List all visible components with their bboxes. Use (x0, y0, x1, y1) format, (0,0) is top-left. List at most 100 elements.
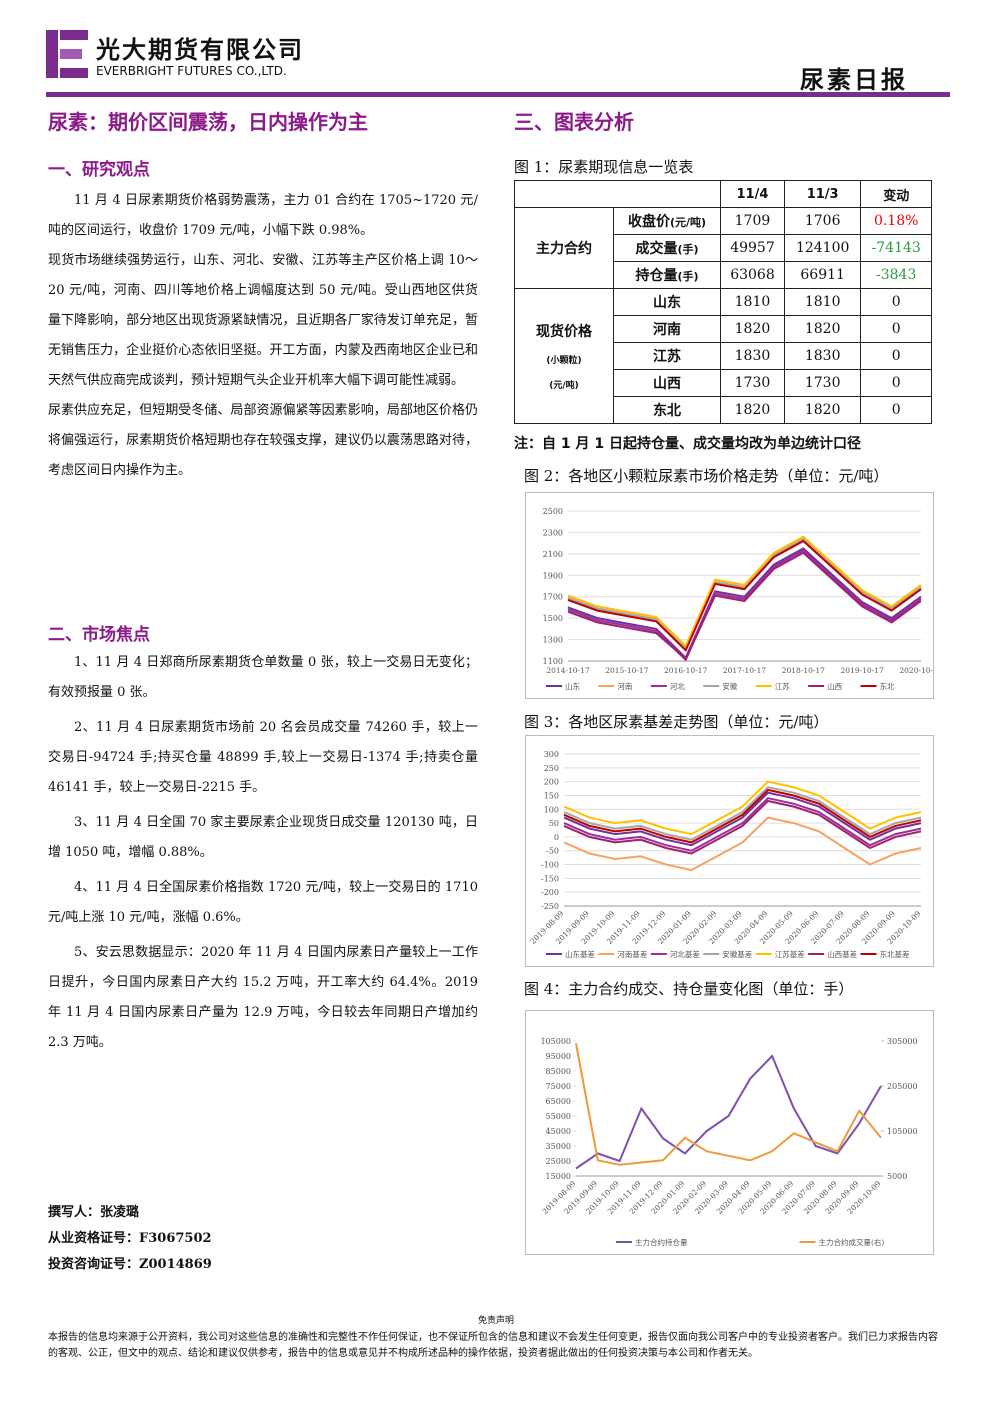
y-tick-label: 25000 (546, 1157, 571, 1166)
group-cell: 主力合约 (514, 207, 614, 289)
row-name: 持仓量 (635, 268, 678, 284)
table-cell: 0 (860, 396, 932, 424)
row-name: 东北 (653, 403, 681, 419)
table-cell: -3843 (860, 261, 932, 289)
y-tick-label: 1300 (543, 636, 563, 645)
table-cell: 124100 (783, 234, 862, 262)
table-cell: 1830 (783, 342, 862, 370)
legend-label: 河北基差 (670, 949, 700, 959)
table-cell: 1730 (720, 369, 785, 397)
y2-tick-label: 105000 (887, 1127, 918, 1136)
legend-label: 山东 (565, 681, 580, 691)
y-tick-label: 95000 (546, 1052, 571, 1061)
figure-caption: 图 2：各地区小颗粒尿素市场价格走势（单位：元/吨） (524, 467, 889, 485)
header-rule (46, 92, 950, 97)
legend-label: 山西基差 (827, 949, 857, 959)
row-name: 收盘价 (627, 214, 670, 230)
y-tick-label: 1500 (543, 614, 563, 623)
series-line (575, 1054, 882, 1170)
table-cell: 0 (860, 315, 932, 343)
series-line (563, 791, 922, 847)
header-cell: 11/4 (720, 180, 785, 208)
series-line (567, 539, 922, 653)
table-cell: 49957 (720, 234, 785, 262)
table-cell: 1709 (720, 207, 785, 235)
author-line: 投资咨询证号：Z0014869 (48, 1257, 212, 1272)
y-tick-label: 2100 (543, 550, 563, 559)
table-cell: 1820 (783, 396, 862, 424)
table-cell: 1810 (720, 288, 785, 316)
table-row: 现货价格 (小颗粒) (元/吨) 山东 1810 1810 0 (514, 288, 932, 424)
row-unit: (元/吨) (669, 216, 707, 229)
legend-label: 山西 (827, 681, 843, 691)
y-tick-label: 100 (544, 805, 559, 814)
table-row: 江苏 1830 1830 0 (515, 342, 932, 370)
x-tick-label: 2017-10-17 (723, 666, 766, 675)
header-cell: 11/3 (783, 180, 862, 208)
x-tick-label: 2014-10-17 (546, 666, 589, 675)
row-name-cell: 河南 (613, 315, 721, 343)
series-line (563, 799, 922, 855)
row-name: 成交量 (635, 241, 678, 257)
table-header-row: 11/4 11/3 变动 (514, 180, 932, 208)
series-line (567, 537, 922, 650)
row-name: 河南 (653, 322, 681, 338)
company-en: EVERBRIGHT FUTURES CO.,LTD. (96, 64, 287, 78)
y-tick-label: 150 (544, 791, 559, 800)
y-tick-label: -50 (546, 847, 559, 856)
y-tick-label: 2500 (543, 507, 563, 516)
y-tick-label: 15000 (546, 1172, 571, 1181)
x-tick-label: 2016-10-17 (664, 666, 707, 675)
y-tick-label: 65000 (546, 1097, 571, 1106)
row-name-cell: 江苏 (613, 342, 721, 370)
paragraph: 4、11 月 4 日全国尿素价格指数 1720 元/吨，较上一交易日的 1710… (48, 880, 478, 925)
legend-label: 东北 (880, 681, 896, 691)
author-line: 撰写人：张凌璐 (48, 1205, 140, 1220)
y-tick-label: -150 (541, 874, 559, 883)
y-tick-label: 0 (554, 833, 559, 842)
x-tick-label: 2015-10-17 (605, 666, 648, 675)
y-tick-label: 2300 (543, 528, 563, 537)
company-cn: 光大期货有限公司 (96, 36, 304, 64)
y-tick-label: 45000 (546, 1127, 571, 1136)
series-line (563, 780, 922, 836)
table-cell: 1706 (783, 207, 862, 235)
chart: -250-200-150-100-50050100150200250300201… (525, 735, 934, 967)
series-line (567, 535, 922, 648)
row-unit: (手) (677, 270, 699, 283)
group-sublabel: (元/吨) (549, 381, 579, 391)
table-cell: 63068 (720, 261, 785, 289)
paragraph: 3、11 月 4 日全国 70 家主要尿素企业现货日成交量 120130 吨，日… (48, 815, 478, 860)
y-tick-label: 35000 (546, 1142, 571, 1151)
figure-caption: 图 3：各地区尿素基差走势图（单位：元/吨） (524, 713, 829, 731)
table-cell: 0 (860, 369, 932, 397)
y-tick-label: 1100 (543, 657, 563, 666)
y-tick-label: 250 (544, 764, 559, 773)
legend-label: 主力合约成交量(右) (819, 1237, 885, 1247)
header-cell (514, 180, 721, 208)
y-tick-label: 105000 (540, 1037, 571, 1046)
row-name-cell: 收盘价(元/吨) (613, 207, 721, 235)
y-tick-label: 55000 (546, 1112, 571, 1121)
paragraph: 1、11 月 4 日郑商所尿素期货仓单数量 0 张，较上一交易日无变化；有效预报… (48, 655, 478, 700)
legend-label: 江苏基差 (775, 949, 805, 959)
series-line (567, 547, 922, 660)
y2-tick-label: 205000 (887, 1082, 918, 1091)
table-row: 持仓量(手) 63068 66911 -3843 (515, 261, 932, 289)
group-sublabel: (小颗粒) (546, 356, 582, 366)
series-line (563, 788, 922, 844)
chart: 1100 1300 1500 1700 1900 2100 2300 2500 2014-10-… (525, 492, 934, 699)
y-tick-label: -200 (541, 888, 559, 897)
legend-label: 山东基差 (565, 949, 595, 959)
y-tick-label: 85000 (546, 1067, 571, 1076)
table-cell: -74143 (860, 234, 932, 262)
y2-tick-label: 305000 (887, 1037, 918, 1046)
x-tick-label: 2020-10-17 (899, 666, 934, 675)
table-row: 东北 1820 1820 0 (515, 396, 932, 424)
footer-text: 本报告的信息均来源于公开资料，我公司对这些信息的准确性和完整性不作任何保证，也不… (48, 1332, 938, 1359)
report-type: 尿素日报 (800, 65, 908, 94)
table-row: 山西 1730 1730 0 (515, 369, 932, 397)
figure-caption: 图 4：主力合约成交、持仓量变化图（单位：手） (524, 980, 854, 998)
footer-title: 免责声明 (477, 1316, 514, 1326)
